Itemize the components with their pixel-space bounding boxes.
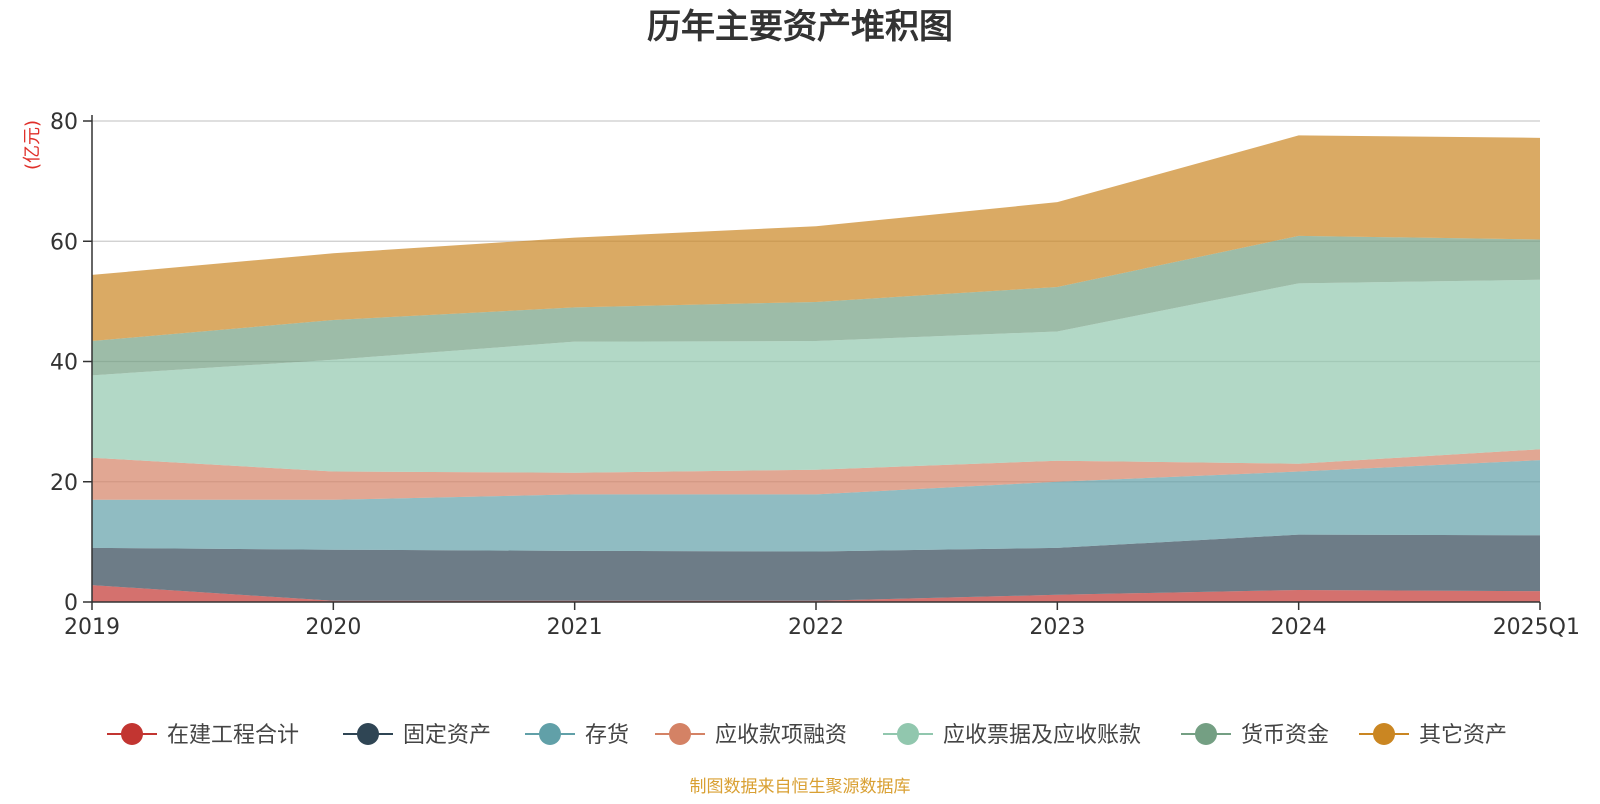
x-tick-label: 2023 bbox=[1029, 615, 1085, 640]
y-tick-label: 20 bbox=[50, 471, 78, 496]
chart-title: 历年主要资产堆积图 bbox=[647, 7, 953, 47]
area-series-0 bbox=[92, 585, 1540, 602]
legend-item-1[interactable]: 固定资产 bbox=[343, 723, 491, 748]
legend-label: 其它资产 bbox=[1419, 723, 1507, 748]
legend-item-0[interactable]: 在建工程合计 bbox=[107, 723, 299, 748]
y-tick-label: 0 bbox=[64, 591, 78, 616]
axes: 0 20 40 60 80 2019 2020 2021 2022 2023 2024 2025Q1 bbox=[50, 110, 1580, 640]
x-tick-label: 2024 bbox=[1271, 615, 1327, 640]
legend-item-3[interactable]: 应收款项融资 bbox=[655, 723, 847, 748]
x-tick-label: 2019 bbox=[64, 615, 120, 640]
legend-marker bbox=[1373, 723, 1395, 745]
area-series-2 bbox=[92, 460, 1540, 552]
legend[interactable]: 在建工程合计 固定资产 存货 应收款项融资 应收票据及应收账款 货币资金 其它资产 bbox=[107, 723, 1507, 748]
legend-marker bbox=[357, 723, 379, 745]
legend-label: 应收票据及应收账款 bbox=[943, 723, 1141, 748]
legend-item-4[interactable]: 应收票据及应收账款 bbox=[883, 723, 1141, 748]
legend-marker bbox=[1195, 723, 1217, 745]
legend-item-6[interactable]: 其它资产 bbox=[1359, 723, 1507, 748]
legend-marker bbox=[897, 723, 919, 745]
source-note: 制图数据来自恒生聚源数据库 bbox=[690, 777, 911, 797]
legend-marker bbox=[539, 723, 561, 745]
x-tick-label: 2025Q1 bbox=[1493, 615, 1580, 640]
legend-marker bbox=[121, 723, 143, 745]
area-series-3 bbox=[92, 449, 1540, 500]
legend-label: 货币资金 bbox=[1241, 723, 1329, 748]
legend-item-2[interactable]: 存货 bbox=[525, 723, 629, 748]
y-tick-label: 60 bbox=[50, 230, 78, 255]
y-tick-label: 80 bbox=[50, 110, 78, 135]
legend-label: 在建工程合计 bbox=[167, 723, 299, 748]
x-tick-label: 2021 bbox=[547, 615, 603, 640]
area-series-1 bbox=[92, 534, 1540, 601]
legend-marker bbox=[669, 723, 691, 745]
legend-item-5[interactable]: 货币资金 bbox=[1181, 723, 1329, 748]
area-series-group bbox=[92, 135, 1540, 602]
area-series-4 bbox=[92, 279, 1540, 473]
legend-label: 固定资产 bbox=[403, 723, 491, 748]
area-series-6 bbox=[92, 135, 1540, 342]
legend-label: 应收款项融资 bbox=[715, 723, 847, 748]
y-axis-unit-label: (亿元) bbox=[22, 120, 43, 170]
x-tick-label: 2022 bbox=[788, 615, 844, 640]
area-series-5 bbox=[92, 235, 1540, 376]
legend-label: 存货 bbox=[585, 723, 629, 748]
y-tick-label: 40 bbox=[50, 351, 78, 376]
x-tick-label: 2020 bbox=[305, 615, 361, 640]
